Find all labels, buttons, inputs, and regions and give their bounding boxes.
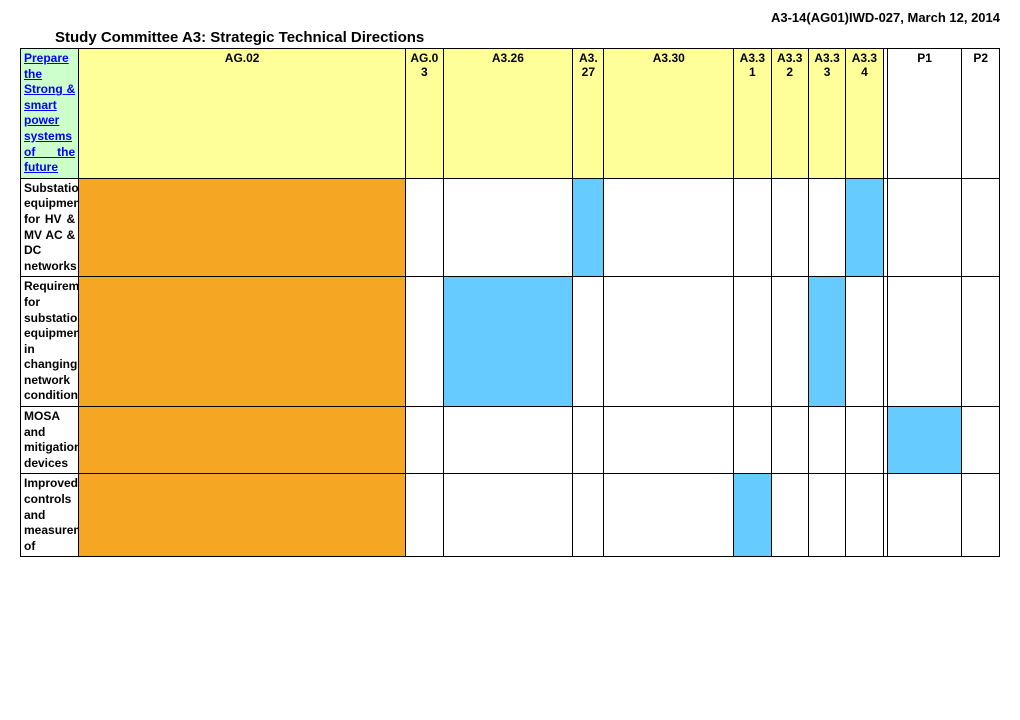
- column-header-a326: A3.26: [443, 49, 573, 179]
- column-header-p2: P2: [962, 49, 1000, 179]
- row-label: Substation equipment for HV & MV AC & DC…: [21, 178, 79, 277]
- page-title: Study Committee A3: Strategic Technical …: [55, 29, 1000, 46]
- cell-a327: [573, 407, 604, 474]
- cell-p2: [962, 407, 1000, 474]
- cell-ag03: [406, 178, 443, 277]
- cell-a333: [808, 407, 845, 474]
- cell-ag02: [79, 474, 406, 557]
- cell-a326: [443, 474, 573, 557]
- cell-a333: [808, 474, 845, 557]
- cell-p2: [962, 474, 1000, 557]
- column-header-ag03: AG.03: [406, 49, 443, 179]
- cell-a330: [604, 474, 734, 557]
- column-header-a333: A3.33: [808, 49, 845, 179]
- cell-a330: [604, 407, 734, 474]
- cell-a334: [846, 178, 883, 277]
- column-header-ag02: AG.02: [79, 49, 406, 179]
- corner-label: Prepare the Strong & smart power systems…: [21, 49, 79, 179]
- cell-p1: [887, 407, 962, 474]
- cell-p1: [887, 277, 962, 407]
- cell-ag03: [406, 407, 443, 474]
- cell-a334: [846, 407, 883, 474]
- cell-a331: [734, 277, 771, 407]
- cell-ag03: [406, 277, 443, 407]
- cell-ag03: [406, 474, 443, 557]
- cell-a333: [808, 277, 845, 407]
- cell-a327: [573, 474, 604, 557]
- document-reference: A3-14(AG01)IWD-027, March 12, 2014: [20, 10, 1000, 25]
- cell-ag02: [79, 277, 406, 407]
- cell-a332: [771, 407, 808, 474]
- cell-a332: [771, 474, 808, 557]
- cell-ag02: [79, 407, 406, 474]
- cell-a331: [734, 407, 771, 474]
- cell-a331: [734, 474, 771, 557]
- cell-a326: [443, 277, 573, 407]
- cell-a333: [808, 178, 845, 277]
- cell-a334: [846, 277, 883, 407]
- cell-a330: [604, 178, 734, 277]
- cell-a332: [771, 277, 808, 407]
- row-label: MOSA and mitigation devices: [21, 407, 79, 474]
- cell-a332: [771, 178, 808, 277]
- column-header-a330: A3.30: [604, 49, 734, 179]
- cell-p1: [887, 178, 962, 277]
- column-header-a327: A3.27: [573, 49, 604, 179]
- cell-ag02: [79, 178, 406, 277]
- strategic-directions-table: Prepare the Strong & smart power systems…: [20, 48, 1000, 557]
- cell-p1: [887, 474, 962, 557]
- column-header-a331: A3.31: [734, 49, 771, 179]
- column-header-a334: A3.34: [846, 49, 883, 179]
- cell-a327: [573, 178, 604, 277]
- column-header-p1: P1: [887, 49, 962, 179]
- cell-a334: [846, 474, 883, 557]
- cell-a326: [443, 178, 573, 277]
- row-label: Improved controls and measurements of: [21, 474, 79, 557]
- cell-p2: [962, 178, 1000, 277]
- cell-p2: [962, 277, 1000, 407]
- cell-a327: [573, 277, 604, 407]
- cell-a326: [443, 407, 573, 474]
- cell-a330: [604, 277, 734, 407]
- cell-a331: [734, 178, 771, 277]
- column-header-a332: A3.32: [771, 49, 808, 179]
- row-label: Requirements for substation equipment in…: [21, 277, 79, 407]
